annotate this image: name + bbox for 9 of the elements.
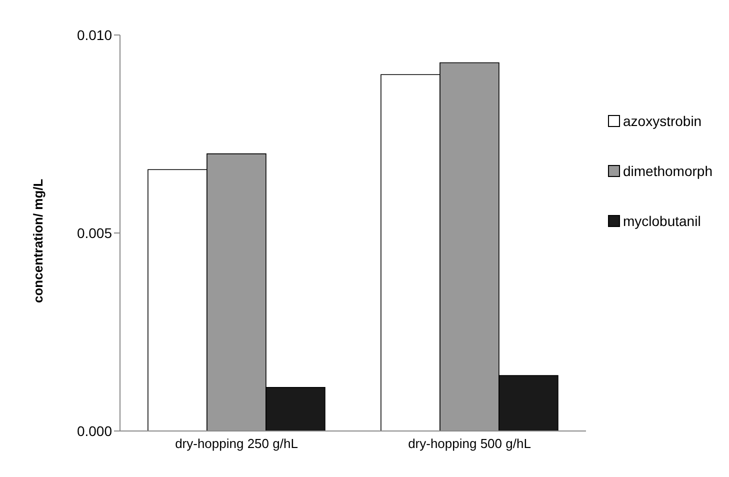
legend-label: azoxystrobin [623,113,702,129]
y-axis-title: concentration/ mg/L [30,178,46,303]
y-tick-label: 0.005 [76,224,112,241]
x-tick-label: dry-hopping 250 g/hL [175,436,298,452]
x-tick-label: dry-hopping 500 g/hL [408,436,531,452]
y-tick-label: 0.000 [76,422,112,439]
y-tick-label: 0.010 [76,26,112,43]
legend-label: myclobutanil [623,213,701,229]
legend-label: dimethomorph [623,163,712,179]
